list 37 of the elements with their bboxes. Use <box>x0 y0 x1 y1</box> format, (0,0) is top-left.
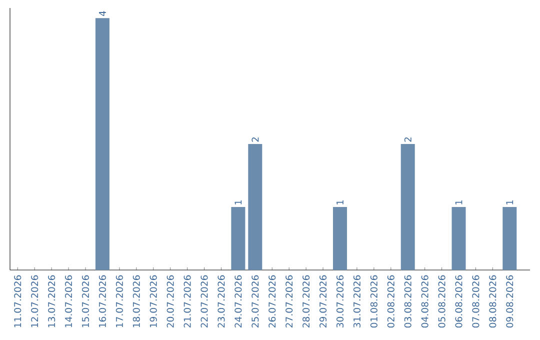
x-tick-label: 08.08.2026 <box>489 275 496 328</box>
x-tick-label: 29.07.2026 <box>319 275 327 328</box>
x-tick-label: 03.08.2026 <box>404 275 412 328</box>
x-tick-label: 09.08.2026 <box>506 275 514 328</box>
x-tick-label: 21.07.2026 <box>184 275 191 328</box>
x-tick-label: 06.08.2026 <box>455 275 462 328</box>
data-label: 1 <box>234 200 242 204</box>
x-tick-label: 30.07.2026 <box>336 275 344 328</box>
x-tick-label: 31.07.2026 <box>353 275 360 328</box>
x-tick-label: 22.07.2026 <box>200 275 208 328</box>
x-tick-label: 16.07.2026 <box>98 275 106 328</box>
data-label: 2 <box>252 137 259 142</box>
x-tick-label: 26.07.2026 <box>268 275 276 328</box>
x-tick-label: 18.07.2026 <box>132 275 140 328</box>
x-tick-label: 11.07.2026 <box>14 275 22 328</box>
x-tick-label: 13.07.2026 <box>48 275 56 328</box>
data-label: 1 <box>455 200 462 204</box>
x-tick-label: 24.07.2026 <box>234 275 242 328</box>
data-label: 1 <box>506 200 514 204</box>
x-tick-label: 07.08.2026 <box>472 275 480 328</box>
x-tick-label: 19.07.2026 <box>150 275 157 328</box>
x-tick-label: 25.07.2026 <box>252 275 259 328</box>
data-label: 2 <box>404 137 412 142</box>
x-tick-label: 14.07.2026 <box>65 275 72 328</box>
data-label: 4 <box>99 11 106 16</box>
data-label: 1 <box>336 200 344 204</box>
x-tick-label: 15.07.2026 <box>82 275 90 328</box>
x-tick-label: 02.08.2026 <box>387 275 394 328</box>
x-tick-label: 27.07.2026 <box>286 275 293 328</box>
x-tick-label: 23.07.2026 <box>218 275 225 328</box>
x-tick-label: 04.08.2026 <box>421 275 428 328</box>
x-tick-label: 28.07.2026 <box>302 275 310 328</box>
x-tick-label: 12.07.2026 <box>31 275 38 328</box>
x-tick-label: 05.08.2026 <box>438 275 446 328</box>
x-tick-label: 17.07.2026 <box>116 275 123 328</box>
x-tick-label: 20.07.2026 <box>166 275 174 328</box>
x-tick-label: 01.08.2026 <box>370 275 378 328</box>
